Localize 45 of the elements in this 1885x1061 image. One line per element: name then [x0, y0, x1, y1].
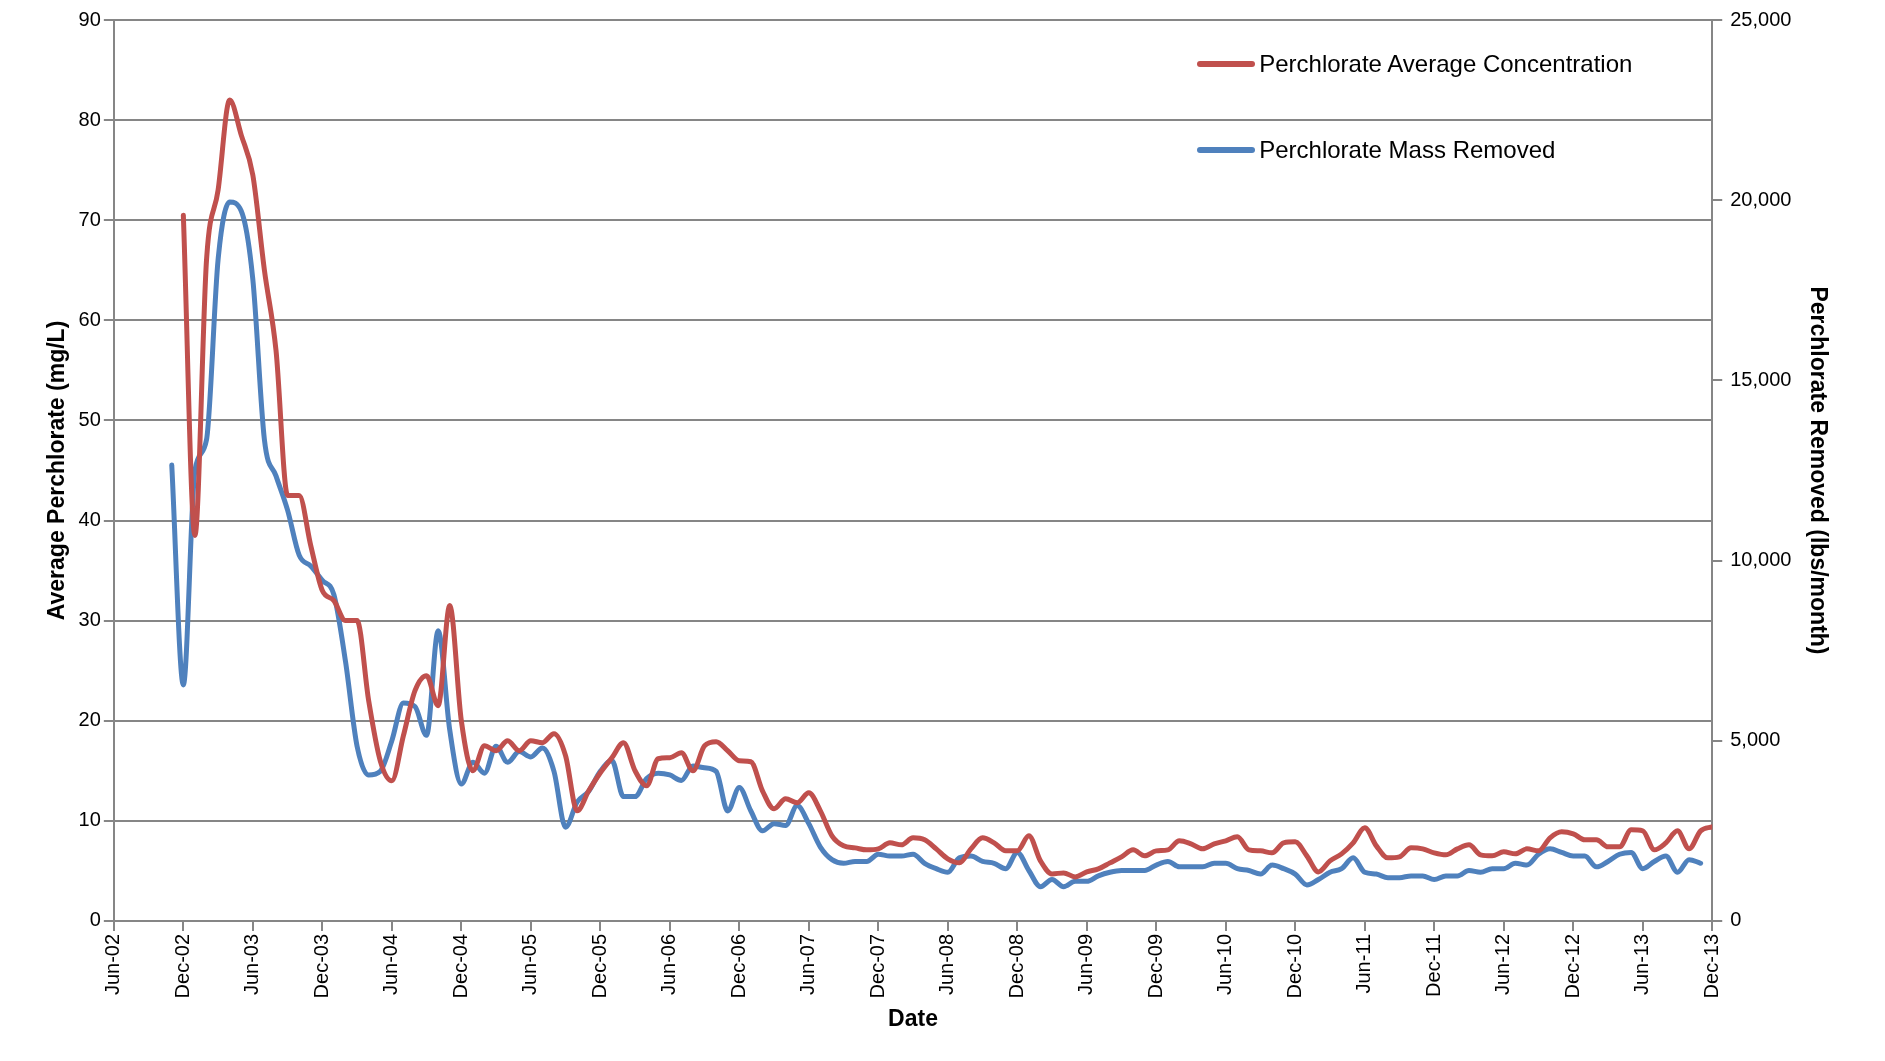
- y-tick-label: 60: [78, 307, 101, 330]
- legend-label: Perchlorate Mass Removed: [1259, 136, 1556, 164]
- y-tick-label: 10: [78, 808, 101, 831]
- x-tick-label: Jun-03: [240, 933, 263, 996]
- x-tick-label: Jun-06: [657, 933, 680, 996]
- x-tick-label: Dec-03: [309, 933, 332, 999]
- y-tick-label: 80: [78, 107, 101, 130]
- legend-label: Perchlorate Average Concentration: [1259, 50, 1633, 78]
- y-tick-label: 30: [78, 608, 101, 631]
- y-tick-label: 50: [78, 407, 101, 430]
- x-tick-label: Dec-08: [1004, 933, 1027, 999]
- x-axis-title: Date: [888, 1004, 938, 1031]
- x-tick-label: Jun-11: [1352, 933, 1375, 994]
- y2-axis-title: Perchlorate Removed (lbs/month): [1805, 286, 1832, 655]
- y2-tick-label: 20,000: [1730, 187, 1792, 210]
- y2-tick-label: 5,000: [1730, 728, 1781, 751]
- y-tick-label: 40: [78, 508, 101, 531]
- x-tick-label: Dec-11: [1421, 933, 1444, 997]
- y2-tick-label: 15,000: [1730, 367, 1792, 390]
- x-tick-label: Jun-10: [1213, 933, 1236, 996]
- x-tick-label: Dec-09: [1143, 933, 1166, 999]
- y2-tick-label: 10,000: [1730, 548, 1792, 571]
- x-tick-label: Dec-02: [170, 933, 193, 999]
- x-tick-label: Jun-08: [935, 933, 958, 996]
- x-tick-label: Jun-04: [379, 933, 402, 996]
- x-tick-label: Jun-05: [518, 933, 541, 996]
- x-tick-label: Dec-04: [448, 933, 471, 999]
- y2-tick-label: 0: [1730, 908, 1742, 931]
- x-tick-label: Dec-13: [1699, 933, 1722, 999]
- x-tick-label: Jun-09: [1074, 933, 1097, 996]
- y-tick-label: 70: [78, 207, 101, 230]
- x-tick-label: Dec-07: [865, 933, 888, 999]
- x-tick-label: Dec-06: [726, 933, 749, 999]
- x-tick-label: Dec-10: [1282, 933, 1305, 999]
- x-tick-label: Jun-02: [101, 933, 124, 996]
- x-tick-label: Jun-12: [1491, 933, 1514, 996]
- y-tick-label: 20: [78, 708, 101, 731]
- y-tick-label: 0: [89, 908, 101, 931]
- x-tick-label: Dec-05: [587, 933, 610, 999]
- y-tick-label: 90: [78, 7, 101, 30]
- x-tick-label: Dec-12: [1560, 933, 1583, 999]
- x-tick-label: Jun-07: [796, 933, 819, 996]
- x-tick-label: Jun-13: [1630, 933, 1653, 996]
- y-axis-title: Average Perchlorate (mg/L): [43, 320, 70, 621]
- y2-tick-label: 25,000: [1730, 7, 1792, 30]
